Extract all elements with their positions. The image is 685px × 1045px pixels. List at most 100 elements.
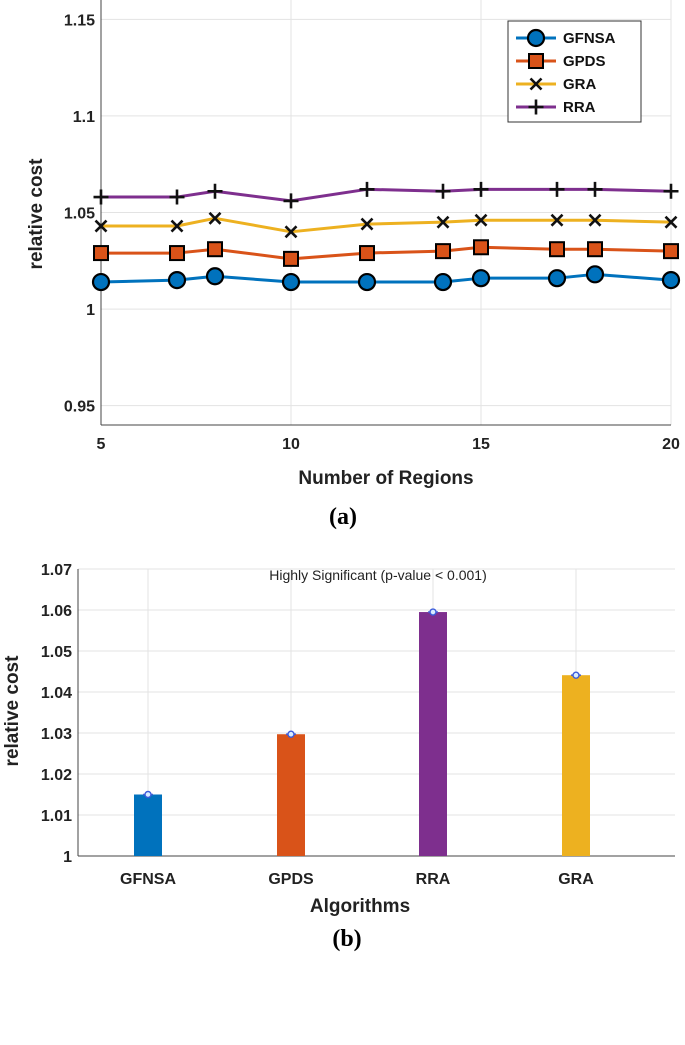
line-chart-y-axis-label: relative cost [26,158,47,270]
x-tick-label: 20 [662,436,680,453]
data-point-gpds [663,243,679,260]
x-tick-label: 5 [97,436,106,453]
y-tick-label: 1.1 [73,109,95,126]
data-point-gfnsa [547,269,567,288]
x-tick-label: RRA [416,871,451,888]
series-line-gra [101,216,672,234]
legend-label: GPDS [563,53,606,70]
data-point-gpds [169,245,185,262]
legend-item-gra: GRA [516,76,597,93]
legend-marker [528,99,544,115]
data-point-gra [360,217,374,231]
data-point-gfnsa [433,272,453,292]
bar-chart-y-ticks: 1 1.01 1.02 1.03 1.04 1.05 1.06 1.07 [41,562,72,866]
y-tick-label: 1.03 [41,726,72,743]
bar-chart-bars [134,608,590,856]
y-tick-label: 1 [86,302,95,319]
mean-marker [144,790,152,799]
legend-label: GFNSA [563,30,616,47]
line-chart-x-ticks: 5 10 15 20 [97,436,680,453]
series-line-rra [101,187,672,203]
data-point-gfnsa [357,272,377,292]
data-point-gfnsa [471,269,491,288]
y-tick-label: 1.01 [41,808,72,825]
bar-group-gpds [277,730,305,856]
bar-chart-y-axis-label: relative cost [2,655,23,767]
legend-item-gpds: GPDS [516,53,606,70]
series-rra [93,181,679,209]
data-point-gpds [359,245,375,262]
legend-item-rra: RRA [516,99,596,116]
x-tick-label: GRA [558,871,594,888]
y-tick-label: 1.15 [64,12,95,29]
data-point-rra [587,181,603,197]
bar-gpds [277,734,305,856]
data-point-rra [169,189,185,205]
data-point-gfnsa [585,265,605,284]
data-point-gfnsa [205,267,225,286]
caption-b: (b) [332,926,361,952]
data-point-rra [549,181,565,197]
bar-chart-significance-annotation: Highly Significant (p-value < 0.001) [269,567,487,583]
legend-marker [528,53,544,69]
data-point-gfnsa [91,272,111,292]
line-chart-series [91,181,681,292]
x-tick-label: GFNSA [120,871,176,888]
mean-marker [572,671,580,679]
data-point-rra [663,183,679,199]
data-point-gfnsa [661,271,681,290]
bar-chart-x-ticks: GFNSA GPDS RRA GRA [120,871,594,888]
data-point-gpds [473,239,489,256]
data-point-gpds [587,241,603,258]
line-chart-panel: 0.95 1 1.05 1.1 1.15 5 10 15 20 Number of Regio… [26,0,681,530]
line-chart-y-ticks: 0.95 1 1.05 1.1 1.15 [64,12,95,415]
line-chart-legend: GFNSA GPDS GRA RRA [507,20,642,123]
y-tick-label: 1.07 [41,562,72,579]
data-point-gpds [93,245,109,262]
y-tick-label: 0.95 [64,399,95,416]
bar-gra [562,675,590,856]
data-point-rra [93,189,109,205]
legend-label: GRA [563,76,597,93]
data-point-gra [436,215,450,229]
data-point-rra [435,183,451,199]
line-chart-axes [100,0,671,426]
series-gfnsa [91,265,681,292]
y-tick-label: 1.02 [41,767,72,784]
y-tick-label: 1.05 [64,206,95,223]
data-point-gra [208,211,222,225]
bar-group-gfnsa [134,790,162,856]
legend-marker [529,77,543,91]
legend-marker [526,28,546,48]
data-point-gra [284,225,298,239]
bar-group-rra [419,608,447,856]
data-point-rra [473,181,489,197]
y-tick-label: 1.05 [41,644,72,661]
series-line-gfnsa [100,272,672,284]
data-point-gra [170,219,184,233]
legend-item-gfnsa: GFNSA [516,28,616,48]
bar-rra [419,612,447,856]
x-tick-label: 15 [472,436,490,453]
data-point-gra [664,215,678,229]
data-point-gpds [435,243,451,260]
data-point-gfnsa [281,272,301,292]
caption-a: (a) [329,504,357,530]
bar-chart-panel: 1 1.01 1.02 1.03 1.04 1.05 1.06 1.07 GFNSA GPDS R… [2,562,675,952]
mean-marker [429,608,437,616]
y-tick-label: 1 [63,849,72,866]
y-tick-label: 1.04 [41,685,72,702]
x-tick-label: GPDS [268,871,314,888]
series-line-gpds [101,245,672,261]
legend-label: RRA [563,99,596,116]
data-point-rra [207,183,223,199]
data-point-gfnsa [167,271,187,290]
data-point-gpds [283,250,299,267]
bar-chart-x-axis-label: Algorithms [310,896,410,917]
bar-gfnsa [134,794,162,856]
y-tick-label: 1.06 [41,603,72,620]
data-point-gra [550,213,564,227]
data-point-gra [474,213,488,227]
data-point-rra [359,181,375,197]
